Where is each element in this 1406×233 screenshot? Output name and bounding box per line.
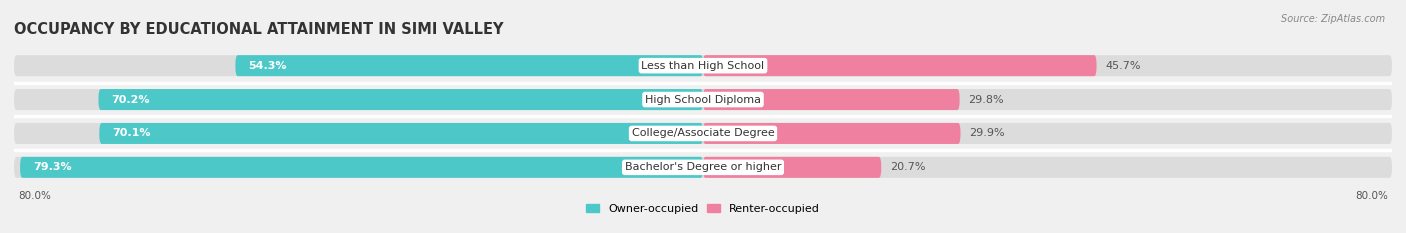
FancyBboxPatch shape <box>14 157 1392 178</box>
FancyBboxPatch shape <box>20 157 703 178</box>
FancyBboxPatch shape <box>703 55 1097 76</box>
FancyBboxPatch shape <box>14 89 1392 110</box>
FancyBboxPatch shape <box>703 157 882 178</box>
Text: Less than High School: Less than High School <box>641 61 765 71</box>
FancyBboxPatch shape <box>14 55 1392 76</box>
Text: 79.3%: 79.3% <box>32 162 72 172</box>
Text: Source: ZipAtlas.com: Source: ZipAtlas.com <box>1281 14 1385 24</box>
FancyBboxPatch shape <box>703 123 960 144</box>
Text: 45.7%: 45.7% <box>1105 61 1140 71</box>
FancyBboxPatch shape <box>235 55 703 76</box>
Text: 70.2%: 70.2% <box>111 95 150 105</box>
FancyBboxPatch shape <box>14 123 1392 144</box>
Text: 80.0%: 80.0% <box>1355 191 1388 201</box>
Text: 29.8%: 29.8% <box>969 95 1004 105</box>
Text: College/Associate Degree: College/Associate Degree <box>631 128 775 138</box>
Text: 80.0%: 80.0% <box>18 191 51 201</box>
FancyBboxPatch shape <box>98 89 703 110</box>
FancyBboxPatch shape <box>703 89 960 110</box>
Text: 29.9%: 29.9% <box>969 128 1005 138</box>
Text: OCCUPANCY BY EDUCATIONAL ATTAINMENT IN SIMI VALLEY: OCCUPANCY BY EDUCATIONAL ATTAINMENT IN S… <box>14 22 503 37</box>
Text: 54.3%: 54.3% <box>249 61 287 71</box>
Text: 70.1%: 70.1% <box>112 128 150 138</box>
Legend: Owner-occupied, Renter-occupied: Owner-occupied, Renter-occupied <box>581 199 825 218</box>
Text: High School Diploma: High School Diploma <box>645 95 761 105</box>
Text: 20.7%: 20.7% <box>890 162 925 172</box>
FancyBboxPatch shape <box>100 123 703 144</box>
Text: Bachelor's Degree or higher: Bachelor's Degree or higher <box>624 162 782 172</box>
